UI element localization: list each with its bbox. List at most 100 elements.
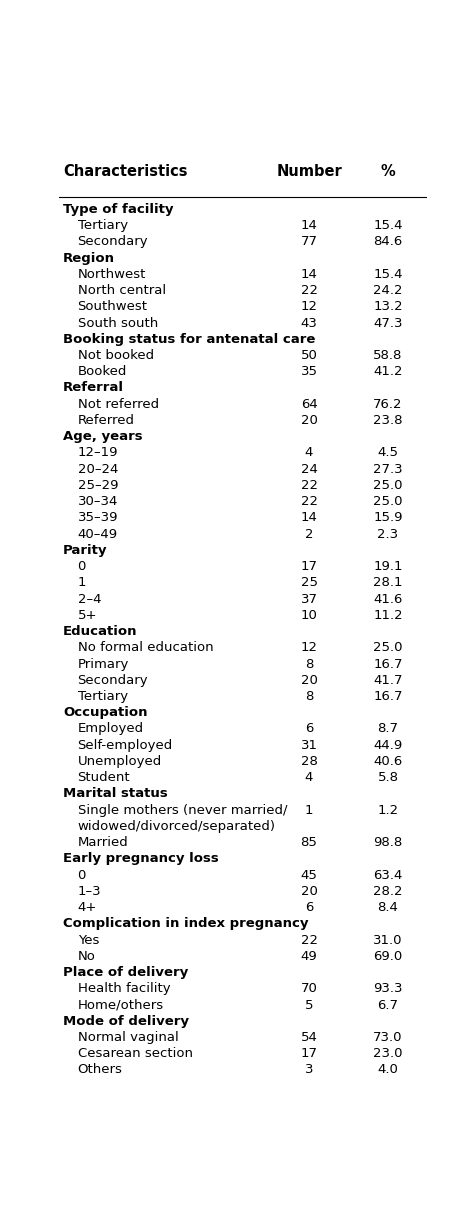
- Text: 31.0: 31.0: [374, 933, 403, 946]
- Text: 22: 22: [301, 495, 318, 508]
- Text: 24: 24: [301, 462, 318, 476]
- Text: 45: 45: [301, 869, 318, 881]
- Text: Not referred: Not referred: [78, 397, 159, 411]
- Text: 4.0: 4.0: [378, 1063, 399, 1076]
- Text: 27.3: 27.3: [373, 462, 403, 476]
- Text: 12: 12: [301, 300, 318, 314]
- Text: 69.0: 69.0: [374, 950, 402, 962]
- Text: 4+: 4+: [78, 901, 97, 915]
- Text: 49: 49: [301, 950, 318, 962]
- Text: Home/others: Home/others: [78, 998, 164, 1011]
- Text: 85: 85: [301, 836, 318, 850]
- Text: Type of facility: Type of facility: [63, 202, 173, 216]
- Text: 1: 1: [78, 576, 86, 590]
- Text: 40.6: 40.6: [374, 755, 402, 767]
- Text: 8: 8: [305, 657, 313, 671]
- Text: 17: 17: [301, 560, 318, 573]
- Text: Early pregnancy loss: Early pregnancy loss: [63, 852, 219, 866]
- Text: widowed/divorced/separated): widowed/divorced/separated): [78, 820, 275, 832]
- Text: 25.0: 25.0: [374, 479, 403, 492]
- Text: 28.1: 28.1: [374, 576, 403, 590]
- Text: 20–24: 20–24: [78, 462, 118, 476]
- Text: 5: 5: [305, 998, 313, 1011]
- Text: 24.2: 24.2: [374, 284, 403, 297]
- Text: Complication in index pregnancy: Complication in index pregnancy: [63, 917, 309, 931]
- Text: 64: 64: [301, 397, 318, 411]
- Text: No formal education: No formal education: [78, 641, 213, 655]
- Text: 1: 1: [305, 804, 313, 817]
- Text: Self-employed: Self-employed: [78, 739, 173, 752]
- Text: Normal vaginal: Normal vaginal: [78, 1031, 178, 1045]
- Text: Number: Number: [276, 164, 342, 179]
- Text: 41.7: 41.7: [374, 674, 403, 687]
- Text: 93.3: 93.3: [374, 982, 403, 996]
- Text: 15.4: 15.4: [374, 267, 403, 281]
- Text: 2: 2: [305, 527, 313, 541]
- Text: 4.5: 4.5: [377, 446, 399, 460]
- Text: 44.9: 44.9: [374, 739, 402, 752]
- Text: 6.7: 6.7: [377, 998, 399, 1011]
- Text: 5+: 5+: [78, 609, 97, 622]
- Text: Tertiary: Tertiary: [78, 690, 128, 702]
- Text: 5.8: 5.8: [377, 771, 399, 785]
- Text: 12: 12: [301, 641, 318, 655]
- Text: 41.2: 41.2: [374, 365, 403, 379]
- Text: Marital status: Marital status: [63, 787, 168, 801]
- Text: Southwest: Southwest: [78, 300, 147, 314]
- Text: 0: 0: [78, 869, 86, 881]
- Text: Yes: Yes: [78, 933, 99, 946]
- Text: 76.2: 76.2: [374, 397, 403, 411]
- Text: Occupation: Occupation: [63, 706, 147, 720]
- Text: 22: 22: [301, 479, 318, 492]
- Text: Mode of delivery: Mode of delivery: [63, 1015, 189, 1027]
- Text: 35: 35: [301, 365, 318, 379]
- Text: Northwest: Northwest: [78, 267, 146, 281]
- Text: 1.2: 1.2: [377, 804, 399, 817]
- Text: 6: 6: [305, 901, 313, 915]
- Text: 43: 43: [301, 316, 318, 330]
- Text: Primary: Primary: [78, 657, 129, 671]
- Text: 28.2: 28.2: [374, 885, 403, 897]
- Text: Secondary: Secondary: [78, 235, 148, 249]
- Text: 11.2: 11.2: [373, 609, 403, 622]
- Text: 8.4: 8.4: [378, 901, 399, 915]
- Text: Cesarean section: Cesarean section: [78, 1047, 192, 1060]
- Text: Single mothers (never married/: Single mothers (never married/: [78, 804, 287, 817]
- Text: 19.1: 19.1: [374, 560, 403, 573]
- Text: 20: 20: [301, 414, 318, 427]
- Text: North central: North central: [78, 284, 166, 297]
- Text: 37: 37: [301, 592, 318, 606]
- Text: 8: 8: [305, 690, 313, 702]
- Text: Employed: Employed: [78, 722, 144, 736]
- Text: 2.3: 2.3: [377, 527, 399, 541]
- Text: 12–19: 12–19: [78, 446, 118, 460]
- Text: Married: Married: [78, 836, 128, 850]
- Text: 1–3: 1–3: [78, 885, 101, 897]
- Text: Parity: Parity: [63, 544, 108, 557]
- Text: %: %: [381, 164, 395, 179]
- Text: 14: 14: [301, 267, 318, 281]
- Text: Student: Student: [78, 771, 130, 785]
- Text: 35–39: 35–39: [78, 511, 118, 525]
- Text: 28: 28: [301, 755, 318, 767]
- Text: 20: 20: [301, 674, 318, 687]
- Text: 40–49: 40–49: [78, 527, 118, 541]
- Text: 98.8: 98.8: [374, 836, 402, 850]
- Text: 15.4: 15.4: [374, 219, 403, 232]
- Text: 73.0: 73.0: [374, 1031, 403, 1045]
- Text: Secondary: Secondary: [78, 674, 148, 687]
- Text: 14: 14: [301, 511, 318, 525]
- Text: Age, years: Age, years: [63, 430, 143, 444]
- Text: 54: 54: [301, 1031, 318, 1045]
- Text: Unemployed: Unemployed: [78, 755, 162, 767]
- Text: 50: 50: [301, 349, 318, 362]
- Text: 31: 31: [301, 739, 318, 752]
- Text: 14: 14: [301, 219, 318, 232]
- Text: 25–29: 25–29: [78, 479, 118, 492]
- Text: Booking status for antenatal care: Booking status for antenatal care: [63, 332, 315, 346]
- Text: 17: 17: [301, 1047, 318, 1060]
- Text: Characteristics: Characteristics: [63, 164, 187, 179]
- Text: Referred: Referred: [78, 414, 135, 427]
- Text: 41.6: 41.6: [374, 592, 403, 606]
- Text: 22: 22: [301, 284, 318, 297]
